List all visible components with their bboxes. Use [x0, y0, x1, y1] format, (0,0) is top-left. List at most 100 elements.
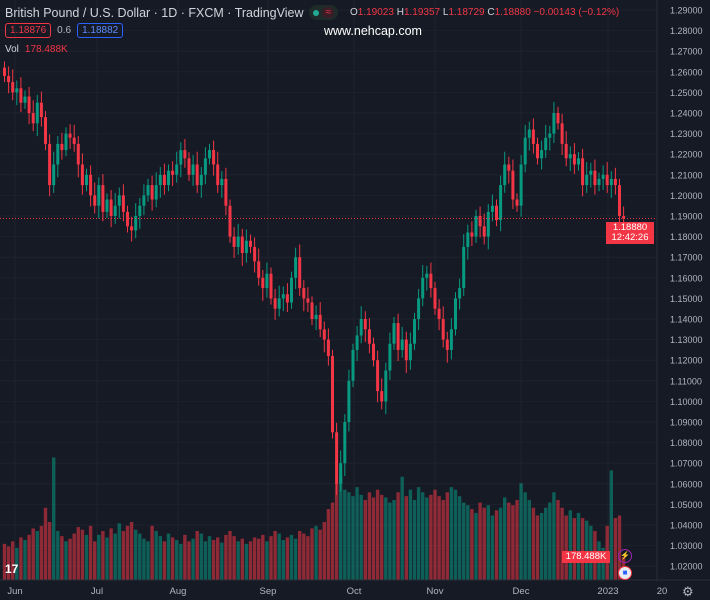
candle-body: [187, 158, 191, 175]
candle-body: [179, 150, 183, 165]
time-tick-label: Oct: [347, 586, 362, 597]
candle-body: [281, 294, 285, 299]
candle-body: [52, 164, 56, 186]
volume-bars: [2, 457, 626, 580]
candle-body: [31, 113, 35, 124]
candle-body: [19, 88, 23, 103]
volume-bar: [183, 534, 187, 580]
volume-bar: [269, 536, 273, 580]
volume-bar: [84, 534, 89, 580]
volume-bar: [289, 534, 294, 580]
volume-bar: [224, 534, 228, 580]
candle-body: [523, 137, 527, 165]
volume-bar: [355, 487, 359, 580]
candle-body: [158, 174, 162, 186]
volume-bar: [548, 502, 552, 580]
candle-body: [601, 174, 605, 179]
candle-body: [355, 335, 359, 350]
price-tick-label: 1.21000: [670, 170, 703, 180]
candle-body: [482, 226, 486, 237]
volume-label: Vol: [5, 44, 19, 55]
volume-bar: [318, 529, 322, 580]
volume-bar: [248, 541, 253, 580]
volume-bar: [2, 543, 7, 580]
candle-body: [44, 117, 47, 144]
volume-bar: [425, 497, 429, 580]
candle-body: [425, 273, 429, 278]
time-tick-label: Nov: [427, 586, 444, 597]
price-tick-label: 1.14000: [670, 315, 703, 325]
price-tick-label: 1.18000: [670, 232, 703, 242]
candle-body: [474, 216, 478, 237]
candle-body: [581, 158, 585, 186]
candle-body: [478, 216, 482, 227]
gear-icon[interactable]: ⚙: [682, 584, 694, 599]
volume-bar: [125, 525, 130, 580]
change-value: −0.00143 (−0.12%): [533, 7, 620, 18]
volume-bar: [470, 509, 474, 580]
time-tick-label: Sep: [260, 586, 277, 597]
symbol-title[interactable]: British Pound / U.S. Dollar · 1D · FXCM …: [5, 5, 304, 20]
volume-bar: [293, 538, 298, 580]
candle-body: [27, 96, 31, 113]
sell-button[interactable]: 1.18876: [5, 23, 52, 38]
price-tick-label: 1.27000: [670, 47, 703, 57]
candle-body: [367, 329, 371, 344]
volume-bar: [396, 492, 400, 580]
price-tick-label: 1.28000: [670, 26, 703, 36]
volume-bar: [453, 489, 458, 580]
candle-body: [429, 273, 433, 289]
candle-body: [376, 360, 380, 392]
candle-body: [384, 370, 388, 402]
volume-bar: [339, 476, 343, 580]
candle-body: [544, 137, 548, 151]
volume-bar: [367, 492, 372, 580]
candle-body: [261, 277, 265, 289]
candle-body: [314, 314, 318, 319]
volume-bar: [527, 500, 531, 580]
candle-body: [400, 339, 404, 350]
candle-body: [240, 236, 244, 254]
price-axis[interactable]: 1.29000 1.28000 1.27000 1.26000 1.25000 1.240…: [670, 6, 703, 572]
volume-bar: [97, 534, 101, 580]
candle-body: [421, 277, 425, 299]
volume-bar: [146, 541, 150, 580]
price-tick-label: 1.10000: [670, 397, 703, 407]
volume-bar: [306, 536, 310, 580]
time-axis[interactable]: Jun Jul Aug Sep Oct Nov Dec 2023 20: [7, 586, 667, 597]
candle-body: [85, 174, 88, 186]
volume-bar: [490, 515, 495, 580]
candle-body: [511, 170, 515, 200]
candle-body: [244, 240, 248, 254]
candle-body: [519, 164, 523, 206]
volume-bar: [404, 496, 408, 580]
high-value: 1.19357: [403, 7, 441, 18]
price-tick-label: 1.13000: [670, 335, 703, 345]
candle-body: [540, 150, 544, 159]
tradingview-logo-icon[interactable]: 17: [5, 562, 19, 576]
volume-bar: [466, 505, 470, 580]
volume-bar: [211, 540, 216, 580]
volume-legend[interactable]: Vol 178.488K: [5, 44, 68, 55]
candle-body: [48, 143, 52, 186]
symbol-legend: British Pound / U.S. Dollar · 1D · FXCM …: [5, 5, 619, 20]
volume-bar: [31, 528, 35, 580]
volume-bar: [39, 525, 44, 580]
candle-body: [117, 195, 121, 206]
candle-body: [93, 195, 97, 206]
volume-bar: [351, 496, 355, 580]
buy-button[interactable]: 1.18882: [77, 23, 124, 38]
us-flag-event-icon[interactable]: ■: [618, 566, 632, 580]
candle-body: [326, 339, 330, 357]
volume-bar: [56, 530, 60, 580]
volume-bar: [462, 502, 466, 580]
last-volume-tag: 178.488K: [562, 551, 610, 563]
candle-body: [454, 298, 457, 330]
volume-bar: [113, 533, 117, 580]
volume-bar: [601, 547, 605, 580]
candle-body: [495, 205, 498, 221]
lightning-event-icon[interactable]: ⚡: [618, 549, 632, 563]
volume-bar: [314, 525, 318, 580]
market-status[interactable]: ≈: [309, 5, 338, 20]
